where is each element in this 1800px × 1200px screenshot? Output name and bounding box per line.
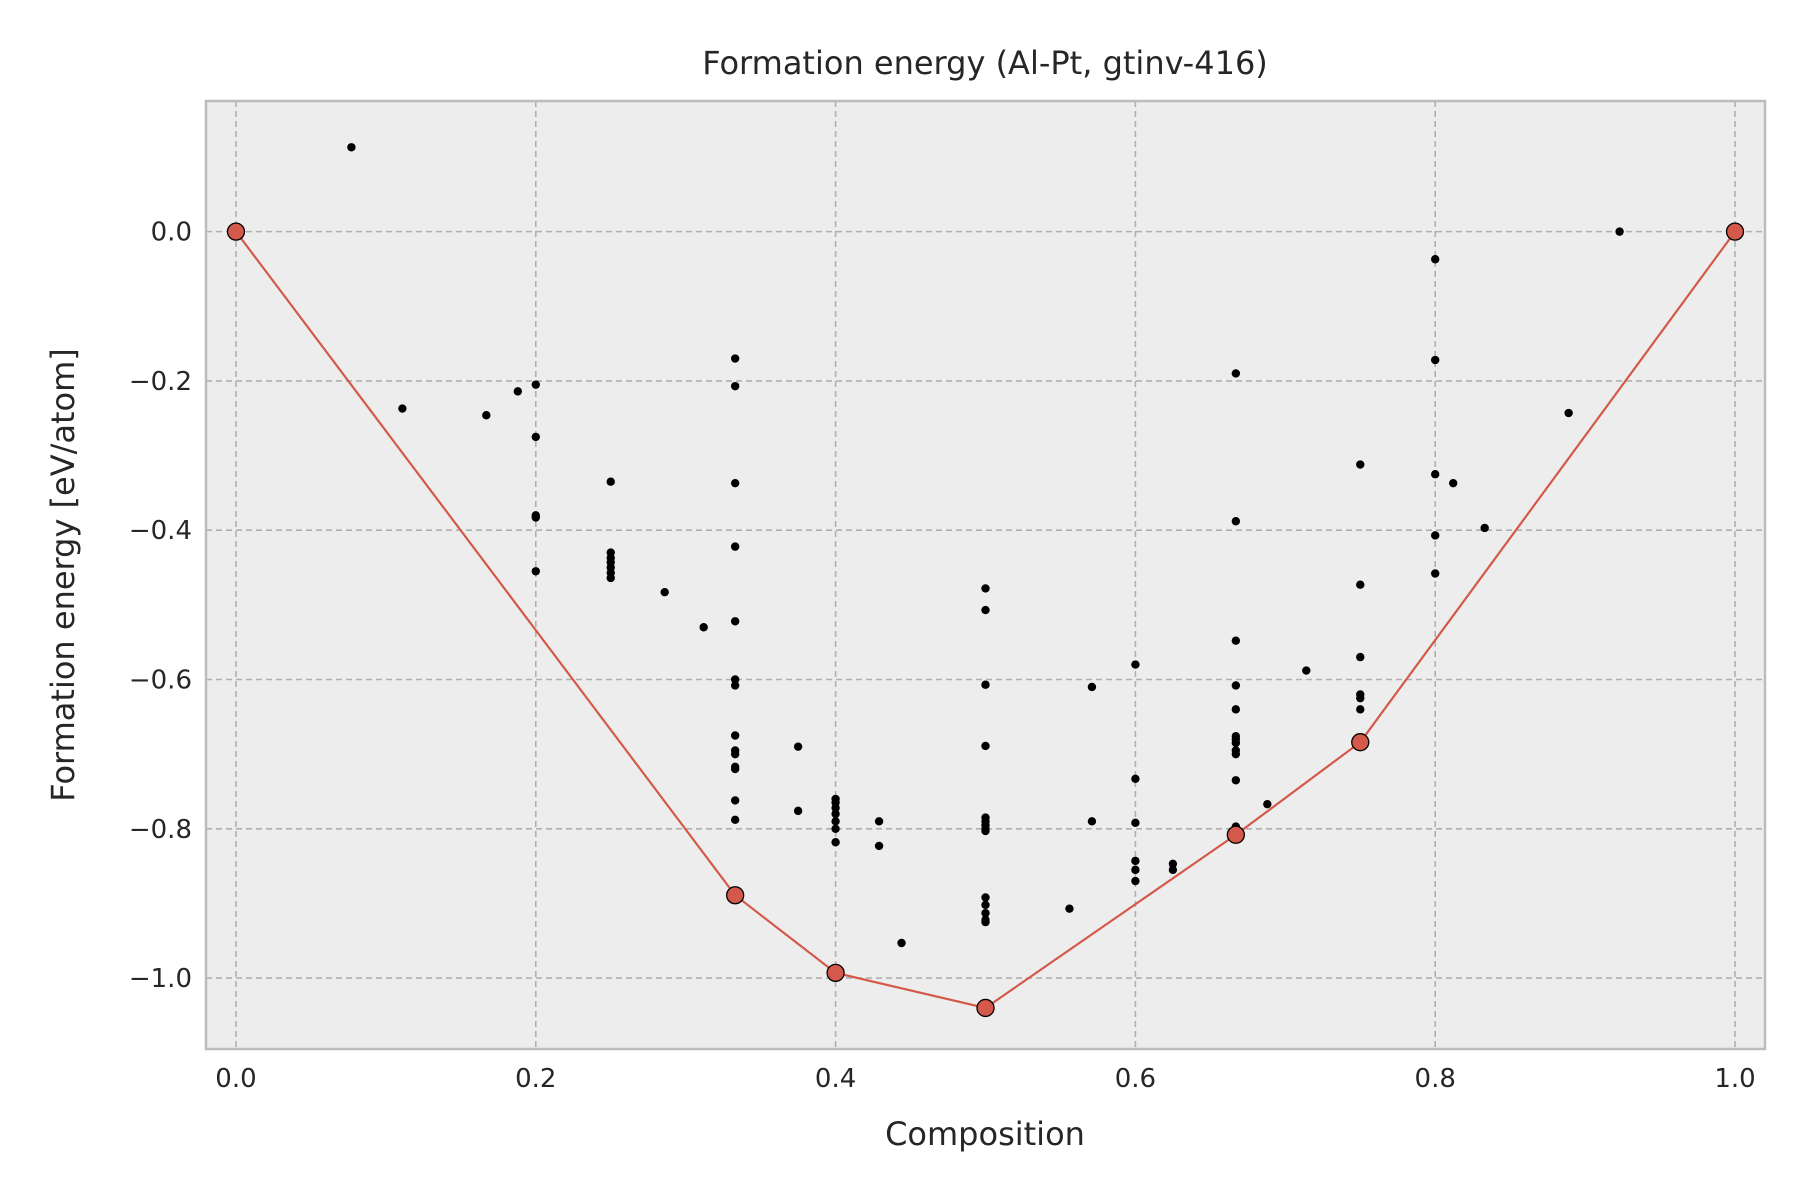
structure-point xyxy=(1232,681,1240,689)
structure-point xyxy=(1356,705,1364,713)
x-tick-label: 0.8 xyxy=(1415,1064,1456,1094)
structure-point xyxy=(1131,775,1139,783)
structure-point xyxy=(831,838,839,846)
structure-point xyxy=(398,404,406,412)
structure-point xyxy=(1131,660,1139,668)
structure-point xyxy=(1232,776,1240,784)
structure-point xyxy=(482,411,490,419)
structure-point xyxy=(661,588,669,596)
structure-point xyxy=(1232,750,1240,758)
structure-point xyxy=(532,380,540,388)
structure-point xyxy=(981,893,989,901)
structure-point xyxy=(731,617,739,625)
structure-point xyxy=(1232,517,1240,525)
x-tick-label: 0.4 xyxy=(815,1064,856,1094)
structure-point xyxy=(1431,470,1439,478)
structure-point xyxy=(1065,904,1073,912)
structure-point xyxy=(1431,356,1439,364)
hull-point xyxy=(1227,826,1244,843)
structure-point xyxy=(1356,694,1364,702)
y-axis-label: Formation energy [eV/atom] xyxy=(44,348,82,802)
structure-point xyxy=(1302,666,1310,674)
hull-point xyxy=(827,964,844,981)
structure-point xyxy=(731,479,739,487)
structure-point xyxy=(1232,739,1240,747)
y-tick-label: −1.0 xyxy=(129,964,192,994)
structure-point xyxy=(1480,524,1488,532)
structure-point xyxy=(731,816,739,824)
structure-point xyxy=(532,513,540,521)
structure-point xyxy=(532,433,540,441)
structure-point xyxy=(731,542,739,550)
x-tick-label: 0.6 xyxy=(1115,1064,1156,1094)
structure-point xyxy=(731,765,739,773)
structure-point xyxy=(731,796,739,804)
structure-point xyxy=(875,842,883,850)
structure-point xyxy=(1356,460,1364,468)
structure-point xyxy=(1232,369,1240,377)
structure-point xyxy=(532,567,540,575)
structure-point xyxy=(607,574,615,582)
x-tick-label: 1.0 xyxy=(1714,1064,1755,1094)
structure-point xyxy=(731,354,739,362)
y-tick-label: −0.4 xyxy=(129,516,192,546)
structure-point xyxy=(1615,227,1623,235)
structure-point xyxy=(831,817,839,825)
x-tick-label: 0.2 xyxy=(515,1064,556,1094)
structure-point xyxy=(1088,817,1096,825)
structure-point xyxy=(794,742,802,750)
structure-point xyxy=(1449,479,1457,487)
structure-point xyxy=(1169,866,1177,874)
structure-point xyxy=(981,606,989,614)
structure-point xyxy=(981,827,989,835)
hull-point xyxy=(1727,223,1744,240)
hull-point xyxy=(727,887,744,904)
chart-title: Formation energy (Al-Pt, gtinv-416) xyxy=(702,44,1268,82)
structure-point xyxy=(1356,653,1364,661)
structure-point xyxy=(981,901,989,909)
structure-point xyxy=(1564,409,1572,417)
structure-point xyxy=(981,918,989,926)
structure-point xyxy=(981,681,989,689)
structure-point xyxy=(831,825,839,833)
structure-point xyxy=(981,584,989,592)
hull-point xyxy=(227,223,244,240)
structure-point xyxy=(831,810,839,818)
structure-point xyxy=(1431,255,1439,263)
structure-point xyxy=(1131,857,1139,865)
x-tick-label: 0.0 xyxy=(215,1064,256,1094)
structure-point xyxy=(1356,581,1364,589)
structure-point xyxy=(981,742,989,750)
structure-point xyxy=(1088,683,1096,691)
y-tick-label: 0.0 xyxy=(151,218,192,248)
structure-point xyxy=(875,817,883,825)
y-tick-label: −0.2 xyxy=(129,367,192,397)
x-axis-label: Composition xyxy=(885,1115,1085,1153)
structure-point xyxy=(731,750,739,758)
structure-point xyxy=(1131,877,1139,885)
structure-point xyxy=(1131,819,1139,827)
structure-point xyxy=(731,681,739,689)
structure-point xyxy=(699,623,707,631)
structure-point xyxy=(1263,800,1271,808)
structure-point xyxy=(1431,569,1439,577)
structure-point xyxy=(1131,866,1139,874)
hull-point xyxy=(977,999,994,1016)
structure-point xyxy=(1431,531,1439,539)
y-tick-label: −0.8 xyxy=(129,815,192,845)
structure-point xyxy=(731,731,739,739)
hull-point xyxy=(1352,734,1369,751)
structure-point xyxy=(607,477,615,485)
y-tick-label: −0.6 xyxy=(129,666,192,696)
structure-point xyxy=(514,387,522,395)
structure-point xyxy=(731,382,739,390)
structure-point xyxy=(897,939,905,947)
structure-point xyxy=(1232,705,1240,713)
structure-point xyxy=(794,807,802,815)
structure-point xyxy=(1232,636,1240,644)
structure-point xyxy=(347,143,355,151)
